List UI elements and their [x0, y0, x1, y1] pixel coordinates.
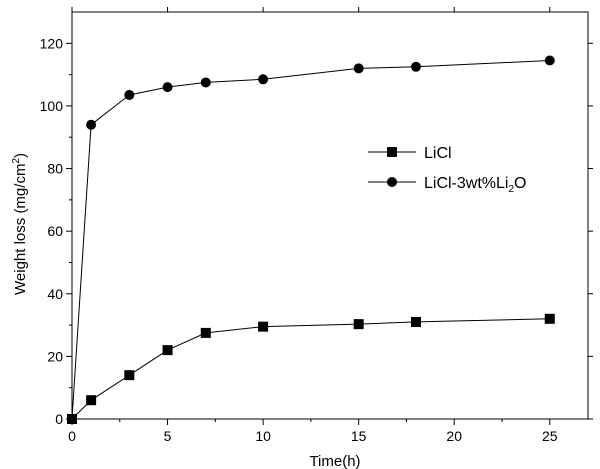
legend-entry-licl: LiCl — [368, 145, 452, 162]
data-point-square — [544, 313, 555, 324]
x-axis-label: Time(h) — [309, 453, 360, 469]
series-licl — [67, 313, 555, 424]
data-point-circle — [544, 55, 555, 66]
legend-circle-marker — [387, 177, 397, 187]
data-point-circle — [200, 77, 211, 88]
legend-entry-licl-li2o: LiCl-3wt%Li2O — [368, 175, 526, 195]
x-tick-label: 25 — [542, 428, 558, 444]
plot-border — [71, 11, 589, 420]
legend-label-licl-li2o: LiCl-3wt%Li2O — [424, 175, 526, 195]
y-tick-label: 40 — [47, 286, 63, 302]
x-tick-label: 20 — [446, 428, 462, 444]
y-axis-label: Weight loss (mg/cm2) — [11, 153, 29, 295]
y-tick-label: 100 — [40, 98, 64, 114]
legend-label-licl-li2o-sub: 2 — [508, 184, 514, 195]
legend-label-licl-li2o-pre: LiCl-3wt%Li — [424, 175, 508, 192]
x-tick-label: 15 — [351, 428, 367, 444]
x-tick-label: 10 — [255, 428, 271, 444]
plot-frame — [71, 11, 589, 420]
y-tick-label: 120 — [40, 35, 64, 51]
data-point-circle — [258, 74, 269, 85]
x-tick-label: 5 — [164, 428, 172, 444]
data-point-circle — [162, 82, 173, 93]
y-tick-label: 20 — [47, 348, 63, 364]
data-point-circle — [353, 63, 364, 74]
series-layer — [67, 55, 555, 424]
data-point-circle — [411, 61, 421, 72]
data-point-square — [200, 327, 211, 338]
axis-ticks: 0 5 10 15 20 25 0 20 40 60 80 100 120 — [40, 7, 593, 444]
series-line — [71, 318, 550, 420]
legend-square-marker — [387, 147, 397, 157]
y-axis-label-end: ) — [12, 153, 29, 158]
data-point-circle — [86, 119, 97, 130]
y-axis-label-sup: 2 — [11, 158, 22, 164]
y-axis-label-main: Weight loss (mg/cm — [12, 164, 29, 295]
legend-label-licl: LiCl — [424, 145, 452, 162]
data-point-circle — [67, 414, 77, 424]
legend: LiCl LiCl-3wt%Li2O — [368, 145, 526, 195]
data-point-circle — [124, 89, 135, 100]
series-licl-li2o — [67, 55, 555, 424]
data-point-square — [86, 395, 97, 406]
y-tick-label: 0 — [55, 411, 63, 427]
y-tick-label: 80 — [47, 161, 63, 177]
data-point-square — [258, 321, 269, 332]
y-tick-label: 60 — [47, 223, 63, 239]
data-point-square — [124, 370, 135, 381]
data-point-square — [353, 319, 364, 330]
data-point-square — [411, 316, 421, 327]
data-point-square — [162, 345, 173, 356]
x-tick-label: 0 — [68, 428, 76, 444]
legend-label-licl-li2o-post: O — [514, 175, 526, 192]
